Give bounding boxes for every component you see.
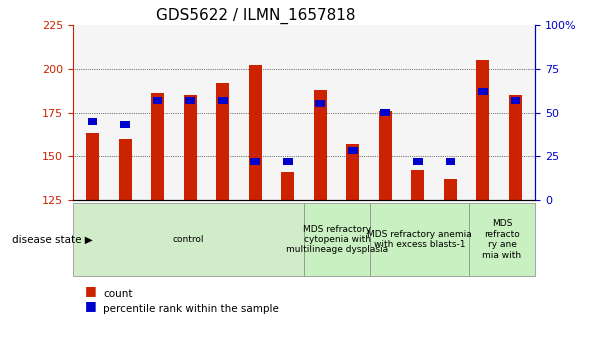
Bar <box>88 118 97 125</box>
Text: MDS refractory
cytopenia with
multilineage dysplasia: MDS refractory cytopenia with multilinea… <box>286 225 388 254</box>
Bar <box>185 97 195 104</box>
Bar <box>153 97 162 104</box>
Bar <box>347 144 359 200</box>
Text: count: count <box>103 289 133 299</box>
Text: control: control <box>173 235 204 244</box>
Bar <box>509 95 522 200</box>
Bar <box>120 121 130 128</box>
Text: MDS refractory anemia
with excess blasts-1: MDS refractory anemia with excess blasts… <box>367 230 472 249</box>
Bar <box>250 158 260 165</box>
Bar <box>216 83 229 200</box>
Bar <box>218 97 227 104</box>
Bar <box>477 60 489 200</box>
Bar <box>511 97 520 104</box>
Bar <box>478 88 488 95</box>
Bar <box>316 100 325 107</box>
Bar <box>379 111 392 200</box>
Bar <box>249 65 261 200</box>
Bar <box>446 158 455 165</box>
Text: ■: ■ <box>85 284 97 297</box>
Text: percentile rank within the sample: percentile rank within the sample <box>103 303 279 314</box>
Bar <box>413 158 423 165</box>
Text: MDS
refracto
ry ane
mia with: MDS refracto ry ane mia with <box>483 220 522 260</box>
Bar <box>151 93 164 200</box>
Bar <box>412 170 424 200</box>
Bar <box>282 172 294 200</box>
Bar <box>381 109 390 116</box>
Bar <box>86 134 99 200</box>
Bar <box>444 179 457 200</box>
Bar <box>348 147 358 154</box>
Text: GDS5622 / ILMN_1657818: GDS5622 / ILMN_1657818 <box>156 8 356 24</box>
Bar <box>119 139 131 200</box>
Text: disease state ▶: disease state ▶ <box>12 234 93 245</box>
Bar <box>184 95 196 200</box>
Text: ■: ■ <box>85 298 97 311</box>
Bar <box>283 158 292 165</box>
Bar <box>314 90 326 200</box>
